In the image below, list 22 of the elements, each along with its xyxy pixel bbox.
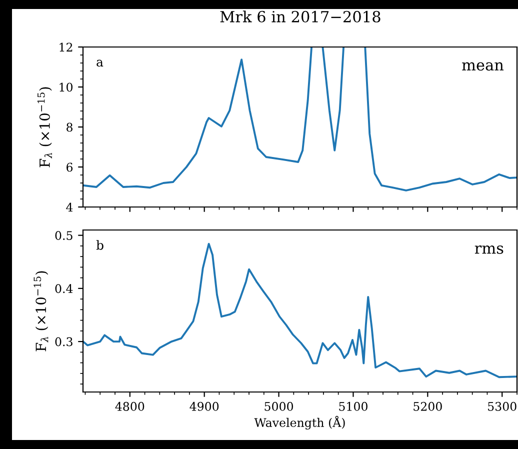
x-tick-label: 5100: [339, 402, 368, 411]
annotation: a: [96, 60, 104, 67]
annotation: b: [96, 240, 104, 250]
y-tick-label: 12: [60, 42, 72, 52]
x-tick-label: 5000: [264, 402, 294, 411]
y-tick-label: 6: [66, 162, 73, 172]
chart-title: Mrk 6 in 2017−2018: [220, 10, 380, 22]
x-tick-label: 4900: [190, 402, 219, 411]
y-tick-label: 10: [60, 82, 72, 92]
x-tick-label: 5300: [488, 402, 516, 411]
annotation: mean: [462, 62, 504, 71]
y-tick-label: 0.3: [55, 337, 72, 346]
y-tick-label: 0.5: [55, 231, 72, 240]
x-tick-label: 5200: [414, 402, 442, 411]
y-tick-label: 4: [66, 202, 73, 212]
y-axis-title: F$_{λ}$ (×10$^{−15}$): [34, 271, 48, 352]
x-tick-label: 4800: [115, 402, 144, 411]
y-tick-label: 0.4: [55, 284, 73, 294]
x-axis-title: Wavelength (Å): [254, 416, 345, 430]
annotation: rms: [474, 246, 504, 254]
y-axis-title: F$_{λ}$ (×10$^{−15}$): [37, 87, 52, 168]
y-tick-label: 8: [66, 122, 72, 132]
